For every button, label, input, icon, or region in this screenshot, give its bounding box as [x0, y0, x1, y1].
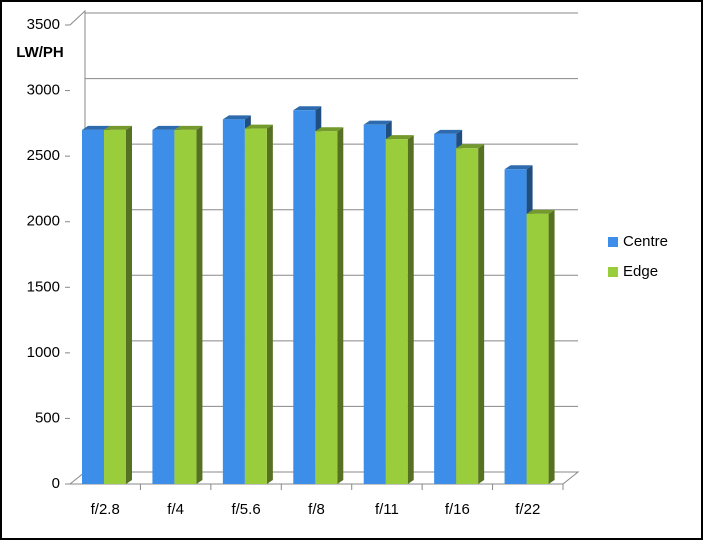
bar [456, 148, 479, 484]
bar-side [337, 127, 344, 485]
bar [244, 128, 267, 485]
x-tick-label: f/5.6 [231, 501, 260, 518]
x-tick-label: f/22 [515, 501, 540, 518]
bar-top [82, 125, 110, 130]
bar [104, 129, 126, 484]
x-tick-label: f/4 [167, 501, 184, 518]
bar [385, 139, 408, 484]
bar-top [456, 144, 485, 149]
bar [434, 133, 457, 484]
x-tick-label: f/16 [445, 501, 470, 518]
bar [152, 129, 175, 484]
bar-top [363, 120, 392, 125]
bar-top [152, 125, 181, 130]
bar-side [548, 209, 555, 485]
bar [222, 119, 245, 485]
bar [504, 169, 527, 484]
bar-side [266, 124, 273, 485]
legend-swatch [608, 237, 618, 247]
bar [315, 131, 338, 484]
bar-top [315, 127, 344, 132]
bar [174, 129, 197, 484]
bar-top [526, 209, 555, 214]
bar [82, 129, 104, 484]
bar [526, 213, 549, 485]
bar-top [293, 106, 322, 111]
bar-side [478, 144, 485, 484]
y-tick-label: 1000 [27, 344, 60, 361]
bar-top [244, 124, 273, 129]
bar [363, 124, 386, 484]
bar-top [385, 135, 414, 140]
x-tick-label: f/2.8 [91, 501, 120, 518]
bar-top [104, 125, 132, 130]
y-tick-label: 3000 [27, 82, 60, 99]
legend-swatch [608, 267, 618, 277]
y-tick-label: 2500 [27, 147, 60, 164]
bar-top [174, 125, 203, 130]
x-tick-label: f/8 [308, 501, 325, 518]
bar-top [504, 165, 533, 170]
legend-label: Centre [623, 233, 668, 250]
y-axis-label: LW/PH [16, 44, 64, 61]
bar-side [126, 125, 132, 485]
y-tick-label: 500 [35, 409, 60, 426]
y-tick-label: 2000 [27, 213, 60, 230]
bar-top [434, 129, 463, 134]
y-tick-label: 3500 [27, 16, 60, 33]
bar [293, 110, 316, 484]
bar-side [407, 135, 414, 484]
legend-label: Edge [623, 263, 658, 280]
x-tick-label: f/11 [375, 501, 399, 518]
bar-side [196, 125, 203, 485]
y-tick-label: 1500 [27, 278, 60, 295]
y-tick-label: 0 [52, 475, 60, 492]
bar-top [222, 115, 251, 120]
